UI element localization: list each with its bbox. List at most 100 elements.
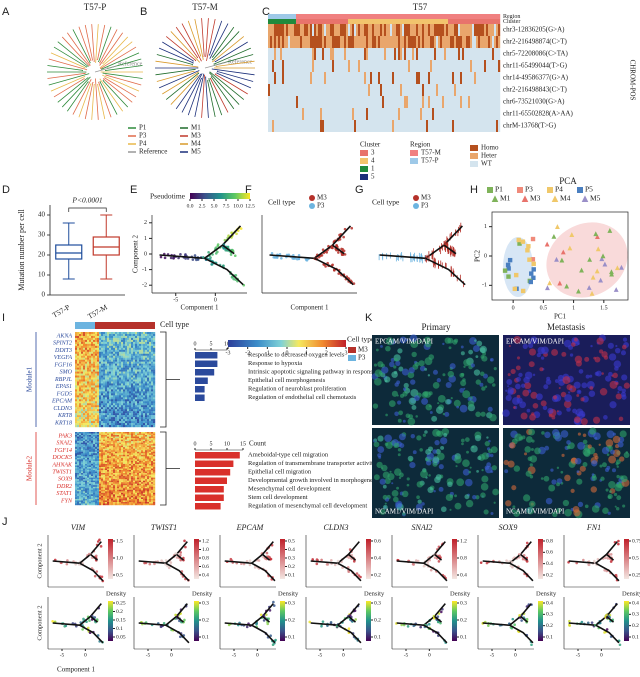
heatmap-cell: [99, 345, 102, 349]
heatmap-cell: [129, 337, 132, 341]
heatmap-cell: [143, 343, 146, 347]
heatmap-cell: [95, 466, 98, 469]
heatmap-cell: [141, 433, 144, 436]
cluster-cell: [496, 19, 499, 24]
heatmap-cell: [83, 369, 86, 372]
heatmap-cell: [85, 465, 88, 468]
pca-point: [507, 257, 513, 263]
heatmap-cell: [117, 345, 120, 349]
heatmap-cell: [153, 444, 156, 446]
heatmap-cell: [352, 36, 355, 48]
heatmap-cell: [145, 381, 148, 384]
heatmap-cell: [115, 432, 118, 434]
heatmap-cell: [342, 108, 345, 120]
heatmap-cell: [87, 369, 90, 372]
heatmap-cell: [109, 462, 112, 465]
heatmap-cell: [77, 413, 80, 416]
heatmap-cell: [147, 383, 150, 386]
tree-branch: [105, 74, 142, 86]
heatmap-cell: [153, 397, 156, 400]
heatmap-cell: [121, 451, 124, 454]
region-cell: [490, 14, 493, 19]
legend-label: M5: [191, 148, 201, 156]
heatmap-cell: [103, 343, 106, 347]
heatmap-cell: [85, 335, 88, 339]
heatmap-cell: [77, 459, 80, 462]
heatmap-cell: [316, 36, 319, 48]
heatmap-cell: [109, 367, 112, 370]
heatmap-cell: [486, 60, 489, 72]
heatmap-cell: [422, 84, 425, 96]
heatmap-cell: [113, 401, 116, 404]
heatmap-cell: [75, 381, 78, 384]
heatmap-cell: [107, 441, 110, 443]
heatmap-cell: [480, 120, 483, 132]
gene-label: EPAS1: [55, 384, 72, 390]
heatmap-cell: [127, 375, 130, 378]
heatmap-cell: [119, 447, 122, 449]
heatmap-cell: [280, 120, 283, 132]
heatmap-cell: [93, 379, 96, 382]
heatmap-cell: [81, 347, 84, 351]
heatmap-cell: [115, 450, 118, 452]
heatmap-cell: [99, 459, 102, 462]
heatmap-cell: [382, 24, 385, 36]
heatmap-cell: [107, 359, 110, 362]
heatmap-cell: [75, 391, 78, 394]
heatmap-cell: [448, 72, 451, 84]
heatmap-cell: [117, 411, 120, 414]
heatmap-cell: [115, 419, 118, 422]
heatmap-cell: [95, 379, 98, 382]
heatmap-cell: [87, 454, 90, 457]
heatmap-cell: [91, 417, 94, 420]
heatmap-cell: [380, 84, 383, 96]
heatmap-cell: [127, 333, 130, 337]
heatmap-cell: [147, 463, 150, 466]
legend-title: Cell type: [372, 198, 400, 207]
heatmap-cell: [131, 349, 134, 352]
heatmap-cell: [153, 448, 156, 451]
heatmap-cell: [103, 349, 106, 352]
heatmap-cell: [107, 415, 110, 418]
heatmap-cell: [147, 456, 150, 459]
heatmap-cell: [87, 447, 90, 449]
heatmap-cell: [91, 339, 94, 343]
heatmap-cell: [89, 465, 92, 468]
heatmap-cell: [87, 421, 90, 424]
heatmap-cell: [95, 421, 98, 424]
cell-point: [297, 257, 301, 261]
heatmap-cell: [77, 423, 80, 426]
heatmap-cell: [123, 339, 126, 343]
heatmap-cell: [97, 405, 100, 408]
heatmap-cell: [127, 432, 130, 434]
heatmap-cell: [135, 395, 138, 398]
heatmap-cell: [135, 369, 138, 372]
heatmap-cell: [95, 385, 98, 388]
heatmap-cell: [298, 108, 301, 120]
heatmap-cell: [358, 60, 361, 72]
heatmap-cell: [91, 457, 94, 460]
heatmap-cell: [147, 462, 150, 465]
heatmap-cell: [153, 373, 156, 376]
heatmap-cell: [109, 345, 112, 349]
heatmap-cell: [111, 385, 114, 388]
heatmap-cell: [131, 419, 134, 422]
heatmap-cell: [91, 395, 94, 398]
heatmap-cell: [113, 405, 116, 408]
heatmap-cell: [294, 36, 297, 48]
heatmap-cell: [129, 459, 132, 462]
heatmap-cell: [85, 439, 88, 442]
heatmap-cell: [103, 401, 106, 404]
heatmap-cell: [117, 371, 120, 374]
heatmap-cell: [141, 387, 144, 390]
heatmap-cell: [115, 471, 118, 474]
heatmap-cell: [95, 359, 98, 362]
heatmap-cell: [103, 453, 106, 456]
heatmap-cell: [119, 387, 122, 390]
heatmap-cell: [81, 363, 84, 366]
heatmap-cell: [85, 470, 88, 472]
heatmap-cell: [418, 120, 421, 132]
heatmap-cell: [402, 120, 405, 132]
heatmap-cell: [410, 60, 413, 72]
heatmap-cell: [95, 457, 98, 460]
